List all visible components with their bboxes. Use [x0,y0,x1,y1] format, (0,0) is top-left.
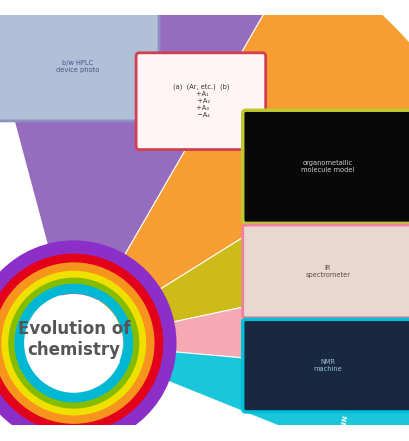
Text: 1940s - chromatography: 1940s - chromatography [60,70,157,88]
FancyBboxPatch shape [242,225,409,318]
Wedge shape [74,249,409,382]
Text: IR
spectrometer: IR spectrometer [305,265,350,278]
Wedge shape [74,0,409,343]
Text: 1950s - curly arrows: 1950s - curly arrows [227,121,290,182]
Text: (a)  (Ar, etc.)  (b)
 +A₁
   +A₂
  +A₃
  −A₄: (a) (Ar, etc.) (b) +A₁ +A₂ +A₃ −A₄ [172,84,229,119]
FancyBboxPatch shape [242,319,409,412]
Text: NMR
machine: NMR machine [313,359,342,372]
Wedge shape [74,343,409,441]
Circle shape [25,295,122,392]
Text: 1960s - IR spectroscopy: 1960s - IR spectroscopy [353,278,365,373]
FancyBboxPatch shape [136,53,265,149]
Text: b/w HPLC
device photo: b/w HPLC device photo [56,60,99,73]
Text: 1960s - NMR: 1960s - NMR [335,383,353,433]
Wedge shape [74,104,409,343]
Text: Evolution of
chemistry: Evolution of chemistry [18,321,130,359]
Wedge shape [0,0,299,343]
Text: organometallic
molecule model: organometallic molecule model [301,160,354,173]
FancyBboxPatch shape [242,110,409,224]
Text: 1950s - coordination/
organometallic chemistry: 1950s - coordination/ organometallic che… [306,189,357,288]
FancyBboxPatch shape [0,12,159,121]
